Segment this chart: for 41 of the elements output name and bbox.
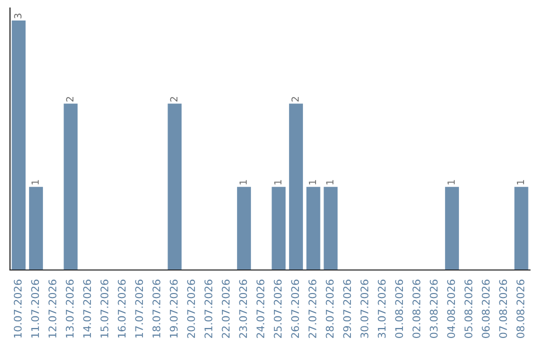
x-tick-label: 03.08.2026 — [430, 280, 438, 338]
data-label: 1 — [274, 180, 282, 184]
x-tick-label: 27.07.2026 — [308, 280, 316, 338]
x-tick-label: 02.08.2026 — [412, 280, 420, 338]
x-tick-label: 31.07.2026 — [378, 280, 386, 338]
data-label: 1 — [326, 180, 334, 184]
x-tick-label: 17.07.2026 — [135, 280, 144, 338]
x-tick-label: 05.08.2026 — [464, 280, 472, 338]
data-label: 1 — [516, 180, 524, 184]
data-label: 1 — [308, 180, 316, 184]
x-tick-label: 11.07.2026 — [31, 280, 40, 338]
data-label: 2 — [170, 97, 178, 102]
x-tick-label: 23.07.2026 — [239, 280, 248, 338]
x-tick-label: 20.07.2026 — [187, 280, 196, 338]
x-tick-label: 04.08.2026 — [447, 280, 456, 338]
x-tick-label: 01.08.2026 — [395, 280, 404, 338]
data-label: 1 — [240, 180, 247, 184]
x-tick-label: 13.07.2026 — [66, 280, 74, 338]
x-tick-label: 08.08.2026 — [516, 280, 524, 338]
x-tick-label: 19.07.2026 — [170, 280, 178, 338]
x-tick-label: 18.07.2026 — [152, 280, 160, 338]
x-tick-label: 10.07.2026 — [14, 280, 22, 338]
x-tick-label: 12.07.2026 — [48, 280, 56, 338]
data-label: 1 — [32, 180, 39, 184]
x-tick-label: 16.07.2026 — [118, 280, 126, 338]
data-label: 2 — [66, 97, 74, 102]
x-tick-label: 30.07.2026 — [360, 280, 368, 338]
x-tick-label: 22.07.2026 — [222, 280, 230, 338]
x-tick-label: 14.07.2026 — [83, 280, 92, 338]
data-label: 1 — [448, 180, 455, 184]
x-tick-label: 21.07.2026 — [204, 280, 212, 338]
x-tick-label: 26.07.2026 — [291, 280, 300, 338]
x-tick-label: 06.08.2026 — [482, 280, 490, 338]
data-label: 2 — [291, 97, 299, 102]
x-tick-label: 28.07.2026 — [326, 280, 334, 338]
x-tick-label: 07.08.2026 — [499, 280, 508, 338]
x-tick-label: 15.07.2026 — [100, 280, 108, 338]
x-tick-label: 24.07.2026 — [256, 280, 264, 338]
data-label: 3 — [14, 14, 22, 18]
x-tick-label: 25.07.2026 — [274, 280, 282, 338]
x-tick-label: 29.07.2026 — [343, 280, 352, 338]
